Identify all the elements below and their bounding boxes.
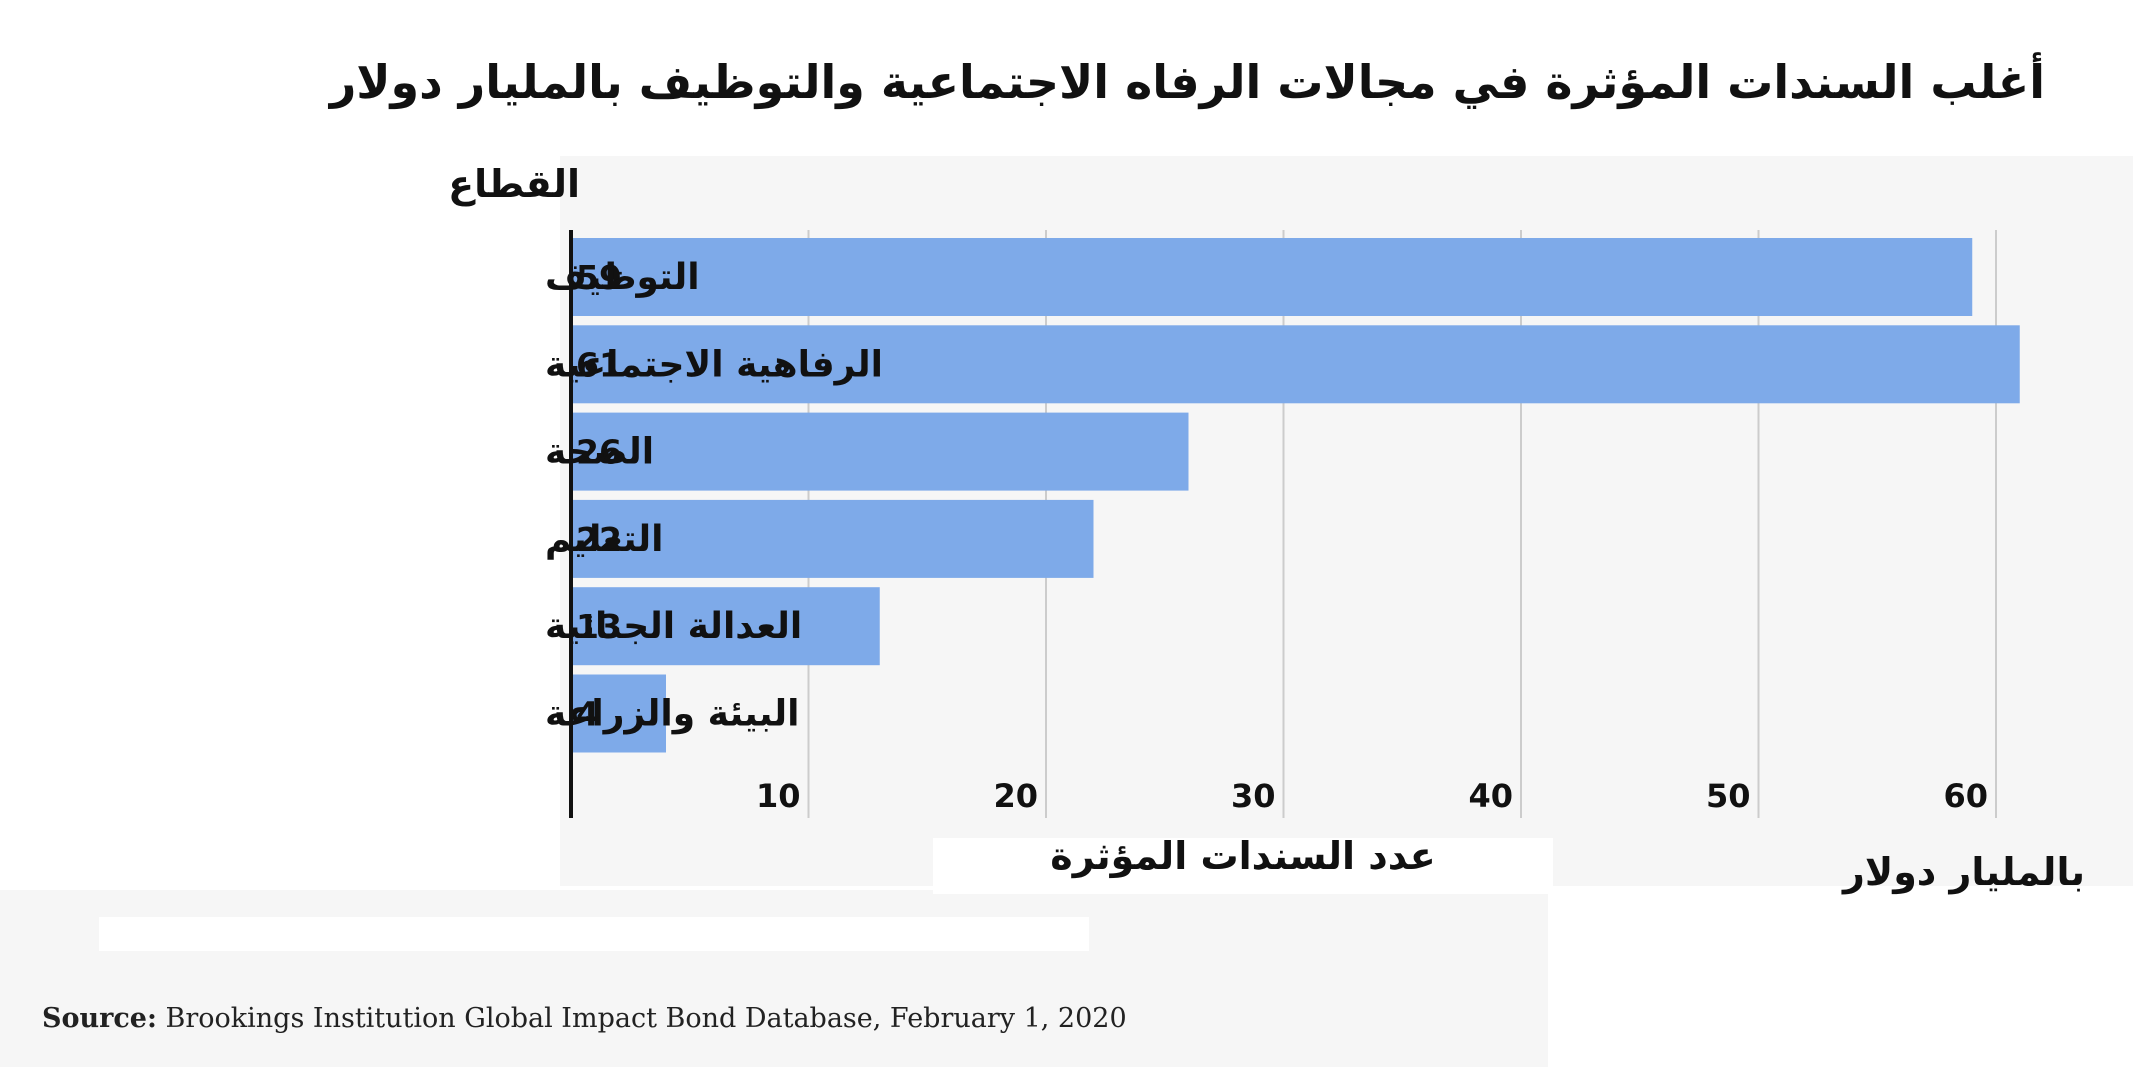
x-tick-label-50: 50 bbox=[1706, 777, 1751, 815]
x-axis-label-box bbox=[933, 838, 1553, 894]
value-label-5: 13 bbox=[576, 607, 622, 646]
value-label-6: 4 bbox=[576, 695, 599, 734]
value-label-3: 26 bbox=[576, 433, 622, 472]
bar-6 bbox=[571, 674, 666, 753]
bar-3 bbox=[571, 412, 1189, 491]
bar-4 bbox=[571, 499, 1094, 578]
category-label-1: التوظيف bbox=[545, 257, 700, 298]
unit-label: بالمليار دولار bbox=[1843, 850, 2085, 894]
value-label-1: 59 bbox=[576, 258, 622, 297]
blank-strip bbox=[99, 917, 1089, 951]
category-label-5: العدالة الجنائية bbox=[545, 606, 802, 647]
category-label-3: الصحة bbox=[545, 432, 654, 473]
x-tick-label-10: 10 bbox=[756, 777, 801, 815]
source-label: Source: bbox=[42, 1003, 157, 1034]
x-axis-label: عدد السندات المؤثرة bbox=[1050, 834, 1436, 878]
category-label-6: البيئة والزراعة bbox=[545, 694, 799, 735]
source-note: Source: Brookings Institution Global Imp… bbox=[42, 1003, 1127, 1034]
value-label-2: 61 bbox=[576, 345, 622, 384]
x-tick-label-20: 20 bbox=[993, 777, 1038, 815]
bar-2 bbox=[571, 325, 2020, 404]
x-tick-label-30: 30 bbox=[1231, 777, 1276, 815]
category-label-2: الرفاهية الاجتماعية bbox=[545, 344, 883, 385]
x-tick-label-60: 60 bbox=[1943, 777, 1988, 815]
bar-1 bbox=[571, 238, 1973, 316]
category-label-4: التعليم bbox=[545, 519, 664, 560]
chart-title: أغلب السندات المؤثرة في مجالات الرفاه ال… bbox=[329, 55, 2045, 109]
y-axis-label: القطاع bbox=[448, 162, 580, 206]
x-tick-label-40: 40 bbox=[1468, 777, 1513, 815]
value-label-4: 22 bbox=[576, 520, 622, 559]
source-text: Brookings Institution Global Impact Bond… bbox=[156, 1003, 1127, 1034]
bar-5 bbox=[571, 587, 880, 666]
